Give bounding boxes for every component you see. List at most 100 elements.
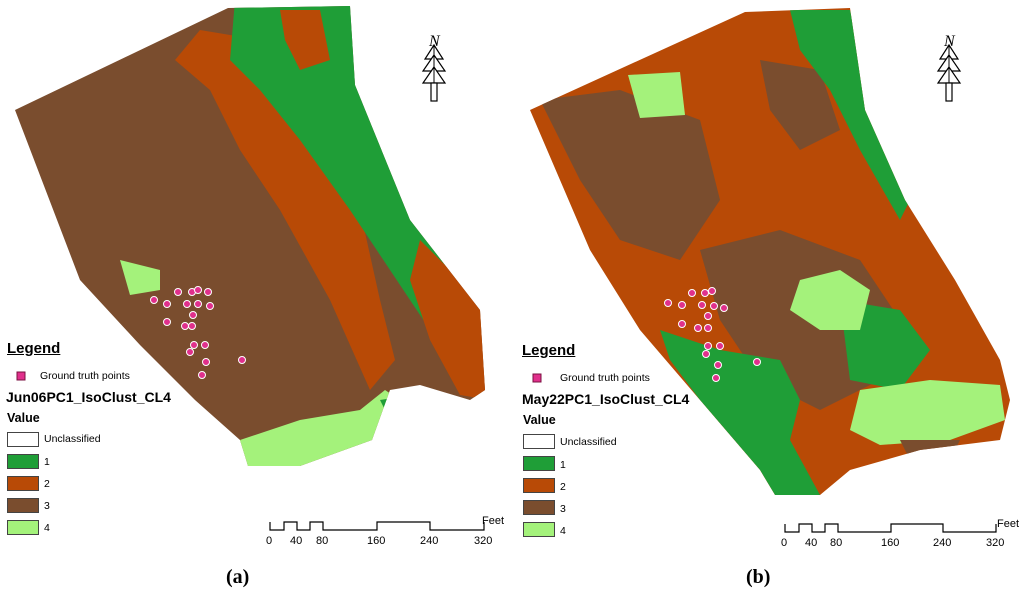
legend-title: Legend — [522, 342, 576, 359]
class-label: 3 — [560, 503, 566, 515]
scale-bar-b — [784, 523, 997, 533]
scale-tick: 320 — [986, 537, 1005, 549]
ground-truth-point — [720, 304, 728, 312]
class-label: 4 — [560, 525, 566, 537]
ground-truth-symbol-icon — [16, 371, 26, 381]
ground-truth-label: Ground truth points — [40, 370, 130, 382]
north-arrow-icon — [421, 43, 447, 102]
scale-tick: 240 — [420, 535, 439, 547]
ground-truth-point — [190, 341, 198, 349]
ground-truth-point — [704, 342, 712, 350]
swatch-unclassified — [7, 432, 39, 447]
legend-title: Legend — [7, 340, 61, 357]
map-b-class3-region-3 — [760, 60, 840, 150]
swatch-unclassified — [523, 434, 555, 449]
ground-truth-point — [712, 374, 720, 382]
map-a-class1-region — [230, 6, 470, 330]
north-label: N — [944, 33, 955, 50]
ground-truth-point — [710, 302, 718, 310]
class-label: 2 — [44, 478, 50, 490]
layer-name: May22PC1_IsoClust_CL4 — [522, 391, 690, 407]
class-label: Unclassified — [44, 433, 101, 445]
value-label: Value — [7, 411, 40, 425]
ground-truth-point — [701, 289, 709, 297]
scale-tick: 80 — [830, 537, 843, 549]
map-b-class1-southwest — [660, 330, 820, 495]
ground-truth-point — [678, 320, 686, 328]
swatch-class-2 — [7, 476, 39, 491]
ground-truth-point — [716, 342, 724, 350]
scale-tick: 80 — [316, 535, 329, 547]
ground-truth-point — [206, 302, 214, 310]
ground-truth-point — [238, 356, 246, 364]
ground-truth-point — [714, 361, 722, 369]
class-label: 4 — [44, 522, 50, 534]
ground-truth-label: Ground truth points — [560, 372, 650, 384]
swatch-class-4 — [7, 520, 39, 535]
ground-truth-point — [183, 300, 191, 308]
ground-truth-point — [202, 358, 210, 366]
north-label: N — [429, 33, 440, 50]
map-a-class2-region — [175, 30, 395, 390]
ground-truth-point — [201, 341, 209, 349]
scale-tick: 40 — [290, 535, 303, 547]
north-arrow-icon — [936, 43, 962, 102]
swatch-class-1 — [7, 454, 39, 469]
ground-truth-points-b — [664, 287, 761, 382]
scale-tick: 240 — [933, 537, 952, 549]
ground-truth-point — [704, 312, 712, 320]
ground-truth-point — [194, 286, 202, 294]
ground-truth-point — [704, 324, 712, 332]
ground-truth-point — [198, 371, 206, 379]
scale-units: Feet — [997, 518, 1020, 530]
map-b-class1-east — [840, 300, 930, 390]
map-a-class4-west — [120, 260, 160, 295]
ground-truth-point — [189, 311, 197, 319]
layer-name: Jun06PC1_IsoClust_CL4 — [6, 389, 171, 405]
ground-truth-point — [753, 358, 761, 366]
swatch-class-3 — [7, 498, 39, 513]
scale-tick: 320 — [474, 535, 493, 547]
swatch-class-3 — [523, 500, 555, 515]
ground-truth-point — [702, 350, 710, 358]
ground-truth-point — [174, 288, 182, 296]
value-label: Value — [523, 413, 556, 427]
ground-truth-point — [194, 300, 202, 308]
ground-truth-points-a — [150, 286, 246, 379]
ground-truth-point — [163, 300, 171, 308]
class-label: Unclassified — [560, 436, 617, 448]
ground-truth-point — [688, 289, 696, 297]
map-a-class2-edge — [410, 240, 485, 400]
map-b-class3-region-1 — [540, 90, 720, 260]
scale-tick: 160 — [881, 537, 900, 549]
class-label: 2 — [560, 481, 566, 493]
scale-tick: 40 — [805, 537, 818, 549]
ground-truth-point — [150, 296, 158, 304]
class-label: 1 — [560, 459, 566, 471]
swatch-class-4 — [523, 522, 555, 537]
ground-truth-point — [181, 322, 189, 330]
ground-truth-point — [678, 301, 686, 309]
map-b-class4-center — [790, 270, 870, 330]
scale-tick: 160 — [367, 535, 386, 547]
scale-units: Feet — [482, 515, 505, 527]
class-label: 1 — [44, 456, 50, 468]
swatch-class-2 — [523, 478, 555, 493]
map-a-class2-patch — [280, 10, 330, 70]
scale-tick: 0 — [781, 537, 788, 549]
panel-caption-b: (b) — [746, 566, 771, 588]
map-b-class4-southeast — [850, 380, 1005, 445]
ground-truth-symbol-icon — [532, 373, 542, 383]
swatch-class-1 — [523, 456, 555, 471]
class-label: 3 — [44, 500, 50, 512]
map-b-class1-north — [790, 10, 910, 220]
scale-bar-a — [269, 521, 485, 531]
ground-truth-point — [204, 288, 212, 296]
panel-caption-a: (a) — [226, 566, 250, 588]
scale-tick: 0 — [266, 535, 273, 547]
ground-truth-point — [698, 301, 706, 309]
ground-truth-point — [664, 299, 672, 307]
ground-truth-point — [163, 318, 171, 326]
ground-truth-point — [694, 324, 702, 332]
